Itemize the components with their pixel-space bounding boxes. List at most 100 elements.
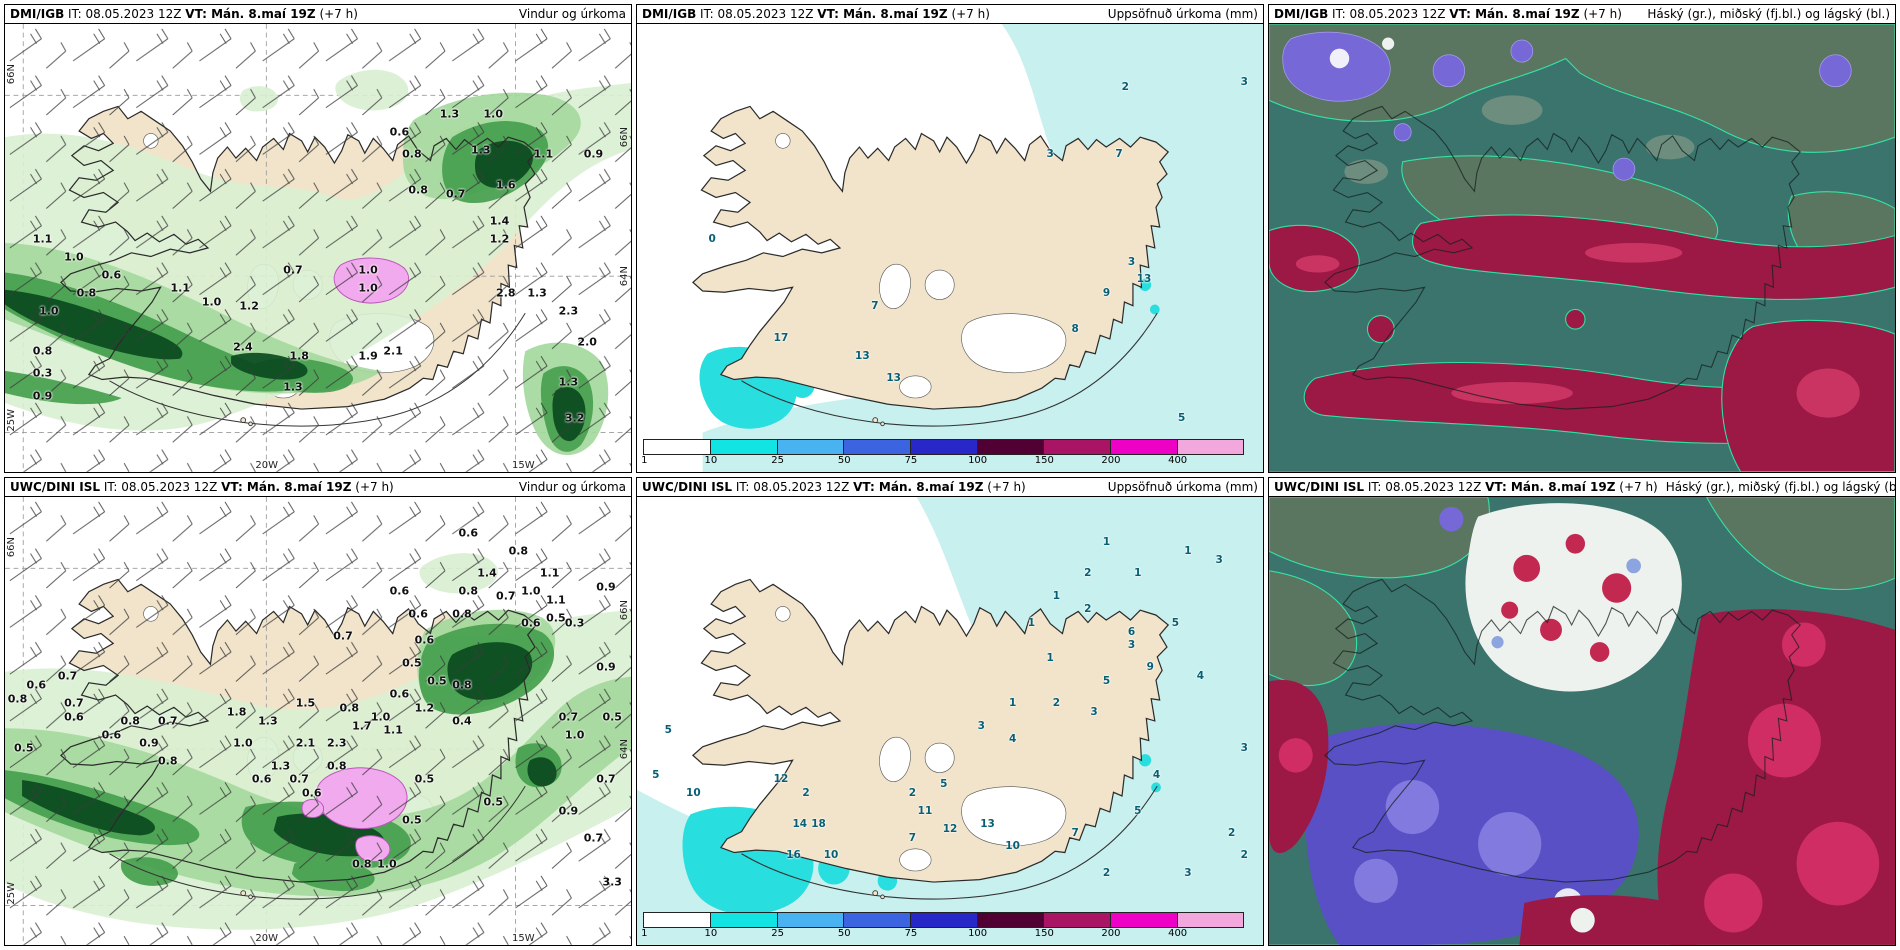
value-label: 3 bbox=[1127, 638, 1136, 651]
value-label: 2 bbox=[1228, 827, 1236, 840]
colorbar-segment: 25 bbox=[771, 440, 845, 466]
value-label: 0.9 bbox=[32, 389, 53, 403]
value-label: 1.1 bbox=[383, 723, 403, 737]
panel-dmi-clouds: DMI/IGB IT: 08.05.2023 12Z VT: Mán. 8.ma… bbox=[1268, 4, 1896, 473]
value-label: 0.5 bbox=[427, 674, 447, 688]
value-label: 2 bbox=[1084, 567, 1092, 580]
value-label: 5 bbox=[1102, 674, 1111, 687]
panel-header: UWC/DINI ISL IT: 08.05.2023 12Z VT: Mán.… bbox=[5, 478, 631, 498]
value-label: 0.8 bbox=[452, 678, 472, 692]
value-label: 1.0 bbox=[564, 728, 585, 742]
panel-uwc-clouds: UWC/DINI ISL IT: 08.05.2023 12Z VT: Mán.… bbox=[1268, 477, 1896, 946]
value-label: 17 bbox=[773, 331, 789, 344]
value-label: 1.3 bbox=[283, 380, 303, 394]
panel-header: UWC/DINI ISL IT: 08.05.2023 12Z VT: Mán.… bbox=[1269, 478, 1895, 498]
map-wind-precip-uwc: 0.6 0.8 1.4 1.1 0.6 0.8 0.7 1.0 1.1 0.9 0.6 0.8 0.5 0… bbox=[5, 497, 631, 945]
value-label: 0.7 bbox=[158, 714, 178, 728]
colorbar-segment: 400 bbox=[1168, 913, 1244, 939]
weather-map-svg bbox=[637, 24, 1263, 472]
model-name: UWC/DINI ISL bbox=[10, 480, 101, 494]
forecast-offset: (+7 h) bbox=[319, 7, 358, 21]
low-cloud-crimson-core bbox=[1704, 622, 1880, 933]
colorbar-tick-label: 1 bbox=[641, 455, 648, 466]
value-label: 1.0 bbox=[39, 304, 59, 318]
value-label: 0.5 bbox=[402, 656, 422, 670]
lon-label-right: 15W bbox=[512, 460, 535, 471]
colorbar-tick-label: 400 bbox=[1168, 928, 1188, 939]
lat-label-right-mid: 64N bbox=[619, 266, 630, 287]
value-label: 4 bbox=[1196, 670, 1205, 683]
value-label: 1.2 bbox=[414, 701, 435, 715]
value-label: 1.3 bbox=[439, 107, 460, 121]
value-label: 0.8 bbox=[32, 344, 53, 358]
value-label: 2 bbox=[1121, 80, 1129, 93]
value-labels: 1.3 1.0 0.6 0.8 1.3 1.1 0.9 0.8 0.7 1.6 1.4 1.2 1.1 1… bbox=[5, 24, 631, 472]
value-label: 0.7 bbox=[558, 710, 579, 724]
value-label: 1.0 bbox=[358, 263, 378, 277]
low-cloud-crimson-core bbox=[1295, 243, 1860, 418]
product-title: Háský (gr.), miðský (fj.bl.) og lágský (… bbox=[1647, 7, 1890, 21]
colorbar-segment: 50 bbox=[838, 440, 911, 466]
value-label: 0.8 bbox=[408, 183, 428, 197]
colorbar-tick-label: 10 bbox=[704, 455, 718, 466]
value-label: 0.8 bbox=[327, 759, 347, 773]
value-label: 0.3 bbox=[32, 366, 53, 380]
value-label: 1.8 bbox=[289, 349, 309, 363]
value-label: 1.0 bbox=[233, 736, 253, 750]
value-label: 3 bbox=[977, 719, 985, 732]
value-label: 18 bbox=[811, 818, 826, 831]
colorbar-tick-label: 200 bbox=[1101, 928, 1121, 939]
colorbar-segment: 400 bbox=[1168, 440, 1244, 466]
model-name: DMI/IGB bbox=[1274, 7, 1329, 21]
value-label: 1.3 bbox=[270, 759, 291, 773]
value-label: 0.8 bbox=[458, 584, 478, 598]
value-label: 0.5 bbox=[546, 611, 566, 625]
panel-dmi-wind-precip: DMI/IGB IT: 08.05.2023 12Z VT: Mán. 8.ma… bbox=[4, 4, 632, 473]
value-label: 1.0 bbox=[521, 584, 541, 598]
value-label: 0.9 bbox=[558, 804, 579, 818]
value-label: 4 bbox=[1008, 733, 1017, 745]
model-run-info: UWC/DINI ISL IT: 08.05.2023 12Z VT: Mán.… bbox=[1274, 479, 1658, 495]
panel-dmi-accum-precip: DMI/IGB IT: 08.05.2023 12Z VT: Mán. 8.ma… bbox=[636, 4, 1264, 473]
value-label: 0.5 bbox=[414, 772, 435, 786]
value-label: 5 bbox=[1134, 804, 1142, 817]
value-label: 0.7 bbox=[64, 696, 84, 710]
panel-header: DMI/IGB IT: 08.05.2023 12Z VT: Mán. 8.ma… bbox=[637, 5, 1263, 25]
value-label: 0.8 bbox=[120, 714, 140, 728]
value-label: 0.6 bbox=[414, 633, 435, 647]
panel-header: UWC/DINI ISL IT: 08.05.2023 12Z VT: Mán.… bbox=[637, 478, 1263, 498]
value-label: 1 bbox=[1184, 544, 1192, 557]
colorbar-segment: 50 bbox=[838, 913, 911, 939]
colorbar-tick-label: 400 bbox=[1168, 455, 1188, 466]
colorbar-segment: 150 bbox=[1035, 440, 1111, 466]
precip-colorbar: 1 10 25 50 75 bbox=[641, 912, 1245, 939]
colorbar-tick-label: 100 bbox=[968, 455, 988, 466]
value-label: 0.7 bbox=[283, 263, 303, 277]
value-label: 0.9 bbox=[139, 736, 159, 750]
panel-header: DMI/IGB IT: 08.05.2023 12Z VT: Mán. 8.ma… bbox=[1269, 5, 1895, 25]
value-label: 1.1 bbox=[539, 566, 560, 580]
value-label: 7 bbox=[1115, 148, 1123, 161]
value-label: 10 bbox=[1005, 840, 1020, 853]
value-label: 0.9 bbox=[596, 660, 616, 674]
value-label: 3.3 bbox=[602, 875, 622, 889]
init-time: IT: 08.05.2023 12Z bbox=[1332, 7, 1446, 21]
colorbar-segment: 75 bbox=[905, 440, 978, 466]
value-label: 0.7 bbox=[496, 589, 516, 603]
value-label: 1.1 bbox=[32, 232, 53, 246]
valid-time: VT: Mán. 8.maí 19Z bbox=[185, 7, 316, 21]
value-label: 5 bbox=[652, 768, 660, 781]
value-label: 1.0 bbox=[370, 710, 391, 724]
value-label: 1.1 bbox=[170, 281, 191, 295]
value-label: 3.2 bbox=[564, 411, 585, 425]
lat-label-left: 66N bbox=[6, 537, 17, 558]
lat-label-right: 66N bbox=[619, 600, 630, 621]
high-cloud-sage bbox=[1269, 497, 1895, 687]
value-label: 0.5 bbox=[402, 813, 422, 827]
value-label: 13 bbox=[1136, 273, 1152, 286]
init-time: IT: 08.05.2023 12Z bbox=[103, 480, 218, 494]
weather-map-svg bbox=[637, 497, 1263, 945]
map-clouds-uwc bbox=[1269, 497, 1895, 945]
model-run-info: DMI/IGB IT: 08.05.2023 12Z VT: Mán. 8.ma… bbox=[1274, 6, 1622, 22]
